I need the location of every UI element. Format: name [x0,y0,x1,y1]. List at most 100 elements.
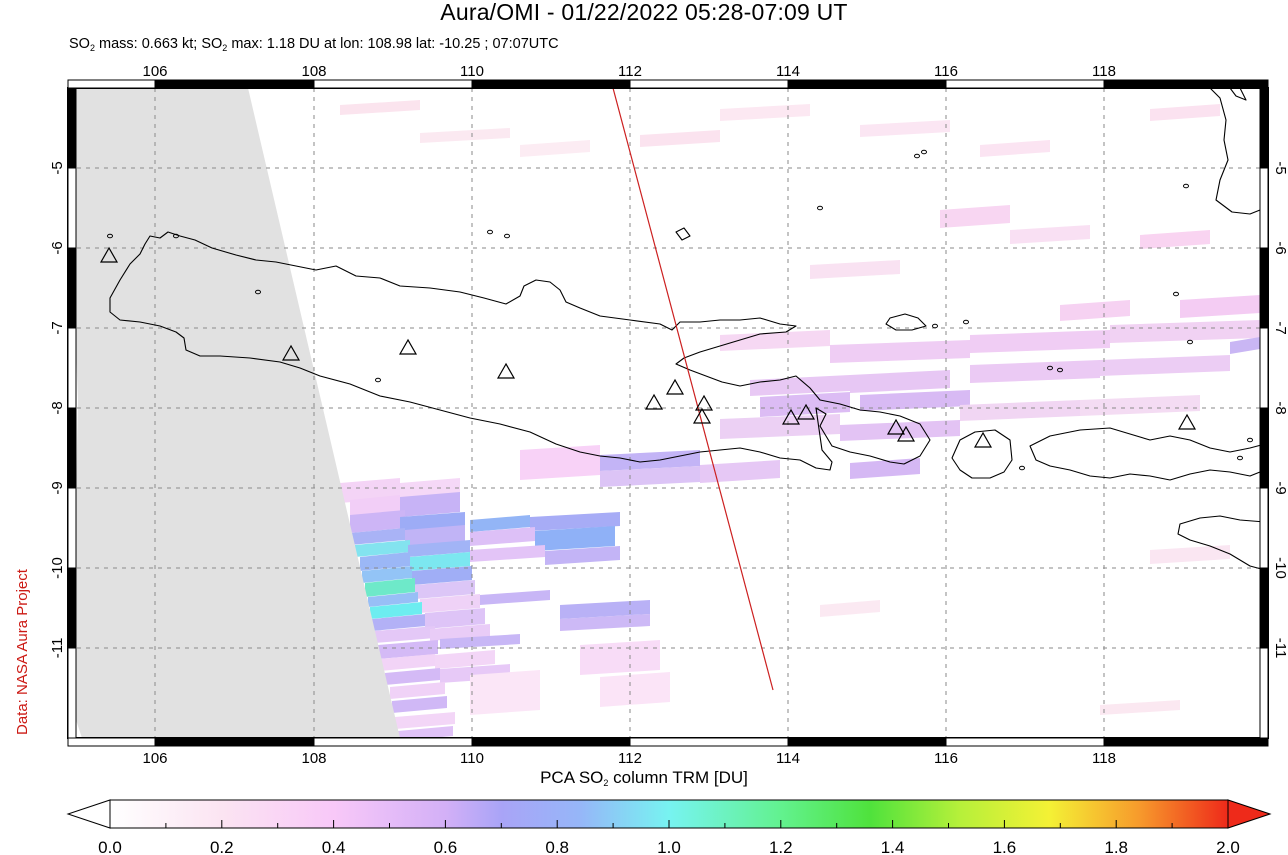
so2-pixel [1060,300,1130,321]
lon-tick-label-bottom: 108 [301,750,326,767]
so2-pixel [720,330,830,351]
volcano-triangle-icon [896,425,916,442]
islet [107,233,113,239]
so2-pixel [400,492,460,517]
so2-pixel [840,420,960,441]
frame-band-bottom [67,737,156,747]
colorbar-title-main: PCA SO [540,768,604,787]
so2-pixel [850,370,950,393]
lat-tick-label-right: -11 [1272,638,1288,659]
coastline [1029,427,1266,481]
lon-tick-label-top: 108 [301,63,326,80]
frame-band-bottom [629,737,789,747]
frame-band-left [67,87,77,169]
so2-pixel [400,512,465,531]
so2-pixel [1110,320,1260,343]
lat-tick-label-left: -11 [49,638,66,659]
subscript-2: 2 [89,43,95,53]
so2-pixel [1080,395,1200,416]
so2-pixel [830,340,970,363]
so2-pixel [480,590,550,605]
lon-tick-label-top: 116 [934,63,958,80]
coastline [1177,515,1266,571]
frame-band-left [67,647,77,739]
volcano-triangle-icon [99,246,119,263]
frame-band-left [67,247,77,329]
colorbar-title-rest: column TRM [DU] [608,768,748,787]
so2-pixel [430,624,490,641]
so2-pixel [405,525,465,546]
lon-tick-label-bottom: 112 [618,750,642,767]
so2-pixel [520,140,590,157]
colorbar-tick-label: 1.0 [657,838,681,855]
frame-band-top [313,79,473,89]
so2-pixel [380,654,435,671]
islet [1237,455,1243,461]
so2-pixel [580,640,660,675]
colorbar-under-triangle [66,799,111,829]
volcano-triangle-icon [973,431,993,448]
frame-band-right [1259,247,1269,329]
orbit-track-line [612,88,774,691]
so2-pixel [520,445,600,480]
frame-band-top [471,79,631,89]
islet [1247,437,1253,443]
so2-pixel [560,614,650,631]
colorbar-tick-label: 1.8 [1104,838,1128,855]
lat-tick-label-left: -10 [49,557,66,579]
lon-tick-label-top: 112 [618,63,642,80]
lat-tick-label-right: -5 [1272,161,1288,174]
frame-band-left [67,167,77,249]
so2-pixel [560,600,650,619]
so2-pixel [600,466,700,487]
colorbar-tick-label: 2.0 [1216,838,1240,855]
so2-pixel [970,360,1100,383]
lat-tick-label-right: -10 [1272,557,1288,579]
so2-pixel [370,602,422,619]
so2-pixel [470,545,545,562]
so2-pixel [375,626,435,643]
colorbar-tick-label: 1.6 [993,838,1017,855]
so2-pixel [545,546,620,565]
so2-label: SO [69,36,90,52]
frame-band-right [1259,327,1269,409]
colorbar-tick-label: 0.8 [545,838,569,855]
lon-tick-label-bottom: 118 [1092,750,1116,767]
so2-pixel [980,140,1050,157]
lon-tick-label-bottom: 110 [460,750,484,767]
colorbar: 0.0 0.2 0.4 0.6 0.8 1.0 1.2 1.4 1.6 1.8 2.0 [66,799,1272,855]
lat-tick-label-left: -9 [49,481,66,494]
frame-band-left [67,407,77,489]
coastline [1229,88,1247,101]
so2-pixel [372,614,426,631]
so2-pixel [860,120,950,137]
graticule-grid [68,88,1268,738]
so2-pixel [535,526,615,551]
islet [1047,365,1053,371]
colorbar-tick-label: 0.0 [98,838,122,855]
colorbar-tick-label: 1.4 [881,838,905,855]
so2-pixel [378,640,438,659]
chart-title: Aura/OMI - 01/22/2022 05:28-07:09 UT [440,0,848,25]
volcano-triangle-icon [398,338,418,355]
so2-pixel [760,392,850,417]
so2-pixel [470,515,530,532]
islet [1183,183,1189,189]
so2-swath-layer [340,100,1260,738]
so2-pixel [350,528,405,545]
coastline [675,227,691,241]
frame-band-bottom [471,737,631,747]
so2-pixel [350,495,400,516]
colorbar-over-triangle [1227,799,1272,829]
map-content [68,88,1268,738]
coastline [109,231,931,471]
lat-tick-label-right: -7 [1272,321,1288,334]
frame-band-bottom [787,737,947,747]
frame-band-bottom [154,737,315,747]
so2-pixel [720,414,840,439]
so2-pixel [700,460,780,483]
lat-tick-label-right: -9 [1272,481,1288,494]
axis-tick-labels: 106 106 108 108 110 110 112 112 114 114 116 116 118 1… [49,63,1288,767]
lon-tick-label-top: 106 [142,63,167,80]
